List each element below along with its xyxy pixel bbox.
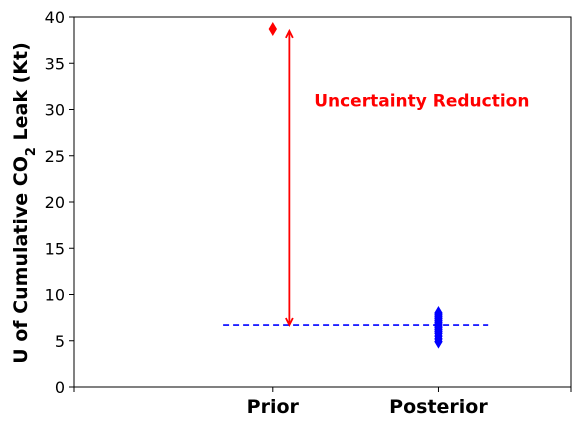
y-axis: 0 5 10 15 20 25 30 35 40 bbox=[45, 8, 74, 397]
x-category-label: Posterior bbox=[389, 396, 488, 418]
y-tick-label: 20 bbox=[45, 193, 65, 212]
x-axis: Prior Posterior bbox=[73, 387, 572, 418]
y-tick-label: 35 bbox=[45, 54, 65, 73]
y-tick-label: 40 bbox=[45, 8, 65, 27]
y-tick-label: 25 bbox=[45, 147, 65, 166]
y-tick-label: 0 bbox=[55, 378, 65, 397]
y-tick-label: 15 bbox=[45, 239, 65, 258]
plot-content bbox=[223, 22, 489, 349]
y-tick-label: 10 bbox=[45, 286, 65, 305]
plot-frame bbox=[73, 16, 572, 388]
x-category-label: Prior bbox=[247, 396, 300, 418]
annotation-uncertainty-reduction: Uncertainty Reduction bbox=[314, 91, 529, 111]
y-tick-label: 30 bbox=[45, 101, 65, 120]
posterior-data-point bbox=[434, 306, 443, 320]
uncertainty-arrow-head-bottom bbox=[285, 317, 294, 328]
y-axis-label: U of Cumulative CO2 Leak (Kt) bbox=[10, 42, 39, 364]
prior-data-point bbox=[268, 22, 277, 36]
y-tick-label: 5 bbox=[55, 332, 65, 351]
uncertainty-arrow-head-top bbox=[285, 28, 294, 39]
